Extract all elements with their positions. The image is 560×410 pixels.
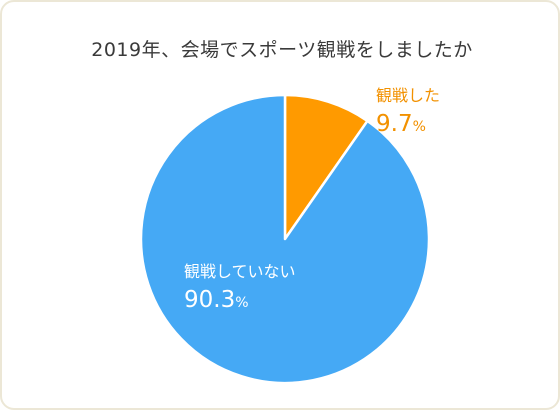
pie-slice-1 <box>139 93 431 385</box>
slice-label-1: 観戦していない <box>184 262 296 281</box>
pie-slices <box>139 93 431 385</box>
chart-title: 2019年、会場でスポーツ観戦をしましたか <box>91 39 473 61</box>
pie-slice-0 <box>283 93 369 241</box>
slice-value-0: 9.7% <box>376 111 426 137</box>
pie-labels: 観戦した 9.7% 観戦していない 90.3% <box>184 86 440 313</box>
slice-value-1: 90.3% <box>184 287 249 313</box>
slice-label-0: 観戦した <box>376 86 440 105</box>
